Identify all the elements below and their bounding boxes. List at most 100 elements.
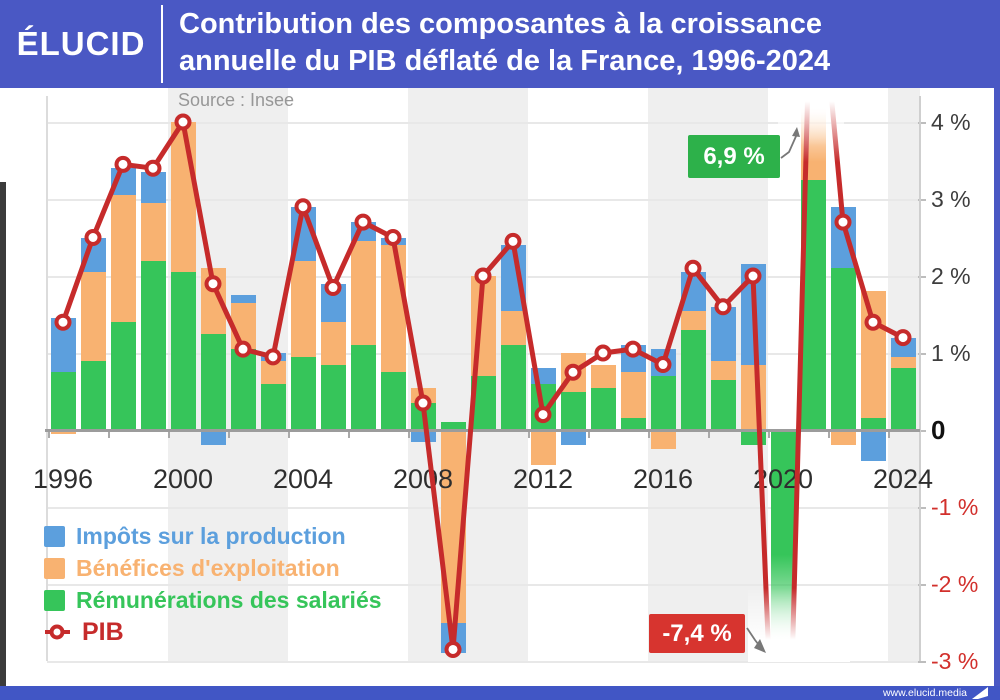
legend-label: Bénéfices d'exploitation xyxy=(76,554,340,581)
x-axis-tick xyxy=(48,431,50,438)
bar-segment-2015 xyxy=(620,372,646,419)
annotation-arrow-2021 xyxy=(780,127,800,159)
left-axis-line xyxy=(46,96,48,661)
bar-segment-2017 xyxy=(680,310,706,330)
bar-segment-2022 xyxy=(830,430,856,446)
y-tick-label: 0 xyxy=(931,414,946,445)
x-tick-label: 2000 xyxy=(152,464,214,494)
legend-item-impôts: Impôts sur la production xyxy=(44,520,382,552)
x-tick-label: 2024 xyxy=(872,464,934,494)
y-tick-label: 3 % xyxy=(931,185,971,212)
bar-segment-2001 xyxy=(200,430,226,446)
pib-marker-2012 xyxy=(534,406,552,424)
bar-segment-2016 xyxy=(650,376,676,430)
bar-segment-2013 xyxy=(560,391,586,430)
bar-segment-2011 xyxy=(500,345,526,430)
x-axis-tick xyxy=(768,431,770,438)
gridline xyxy=(47,661,920,663)
legend-label: Rémunérations des salariés xyxy=(76,586,382,613)
left-edge-strip xyxy=(0,182,6,686)
bar-segment-2022 xyxy=(830,268,856,430)
chart-title-line1: Contribution des composantes à la croiss… xyxy=(179,8,822,40)
pib-marker-2000 xyxy=(174,113,192,131)
y-axis-line xyxy=(919,96,921,661)
pib-marker-2010 xyxy=(474,267,492,285)
pib-marker-2007 xyxy=(384,229,402,246)
footer-link[interactable]: www.elucid.media xyxy=(882,687,967,699)
x-tick-label: 2016 xyxy=(632,464,694,494)
bar-segment-2003 xyxy=(260,383,286,430)
pib-marker-2011 xyxy=(504,232,522,250)
pib-marker-2019 xyxy=(744,267,762,285)
bar-segment-2005 xyxy=(320,364,346,430)
bar-segment-2015 xyxy=(620,418,646,430)
legend-item-pib: PIB xyxy=(44,616,382,648)
y-axis-tick xyxy=(918,507,926,509)
pib-line-chart xyxy=(54,88,912,661)
bar-segment-2000 xyxy=(170,122,196,273)
bar-segment-2009 xyxy=(440,422,466,430)
pib-marker-2009 xyxy=(444,640,462,658)
bar-segment-2018 xyxy=(710,306,736,361)
bar-segment-2018 xyxy=(710,379,736,430)
elucid-flag-icon xyxy=(972,686,988,699)
pib-marker-2017 xyxy=(684,259,702,277)
pib-marker-2023 xyxy=(864,313,882,331)
gridline xyxy=(47,584,920,586)
bar-segment-2005 xyxy=(320,322,346,365)
chart-title-line2: annuelle du PIB déflaté de la France, 19… xyxy=(179,45,831,77)
gridline xyxy=(47,507,920,509)
legend-item-bénéfices: Bénéfices d'exploitation xyxy=(44,552,382,584)
bar-segment-2023 xyxy=(860,418,886,430)
x-axis-tick xyxy=(588,431,590,438)
bar-segment-2001 xyxy=(200,333,226,430)
bar-segment-2004 xyxy=(290,260,316,357)
bar-segment-2023 xyxy=(860,291,886,419)
bar-segment-1998 xyxy=(110,322,136,430)
bar-segment-2008 xyxy=(410,430,436,442)
y-tick-label: -3 % xyxy=(931,647,979,674)
pib-marker-2002 xyxy=(234,340,252,358)
bar-segment-2002 xyxy=(230,349,256,430)
x-tick-label: 2004 xyxy=(272,464,334,494)
pib-marker-2016 xyxy=(654,356,672,374)
y-axis-tick xyxy=(918,353,926,355)
x-axis-tick xyxy=(228,431,230,438)
bar-segment-2023 xyxy=(860,430,886,461)
legend-label: Impôts sur la production xyxy=(76,522,346,549)
y-axis-tick xyxy=(918,122,926,124)
pib-marker-icon xyxy=(45,624,70,640)
y-axis-tick xyxy=(918,199,926,201)
x-axis-tick xyxy=(528,431,530,438)
x-axis-tick xyxy=(708,431,710,438)
bar-segment-1999 xyxy=(140,172,166,203)
bar-segment-2006 xyxy=(350,241,376,346)
pib-marker-2003 xyxy=(264,348,282,366)
bar-segment-2024 xyxy=(890,368,916,430)
pib-marker-1996 xyxy=(54,313,72,331)
pib-marker-2013 xyxy=(564,363,582,381)
legend-swatch xyxy=(44,525,65,547)
pib-marker-1999 xyxy=(144,159,162,177)
bar-segment-2018 xyxy=(710,360,736,380)
pib-marker-2018 xyxy=(714,298,732,316)
bar-segment-2003 xyxy=(260,360,286,384)
pib-marker-2015 xyxy=(624,340,642,358)
bar-segment-2024 xyxy=(890,356,916,369)
source-label: Source : Insee xyxy=(178,90,295,110)
x-axis-tick xyxy=(348,431,350,438)
bar-segment-2014 xyxy=(590,387,616,430)
y-tick-label: 4 % xyxy=(931,108,971,135)
legend-swatch xyxy=(44,557,65,579)
bar-segment-2007 xyxy=(380,245,406,373)
pib-marker-2008 xyxy=(414,394,432,412)
bar-segment-2000 xyxy=(170,272,196,430)
bar-segment-2013 xyxy=(560,430,586,446)
bar-segment-2002 xyxy=(230,295,256,303)
x-tick-label: 1996 xyxy=(32,464,94,494)
y-tick-label: -2 % xyxy=(931,570,979,597)
bar-segment-2017 xyxy=(680,329,706,430)
legend-label: PIB xyxy=(82,617,124,646)
